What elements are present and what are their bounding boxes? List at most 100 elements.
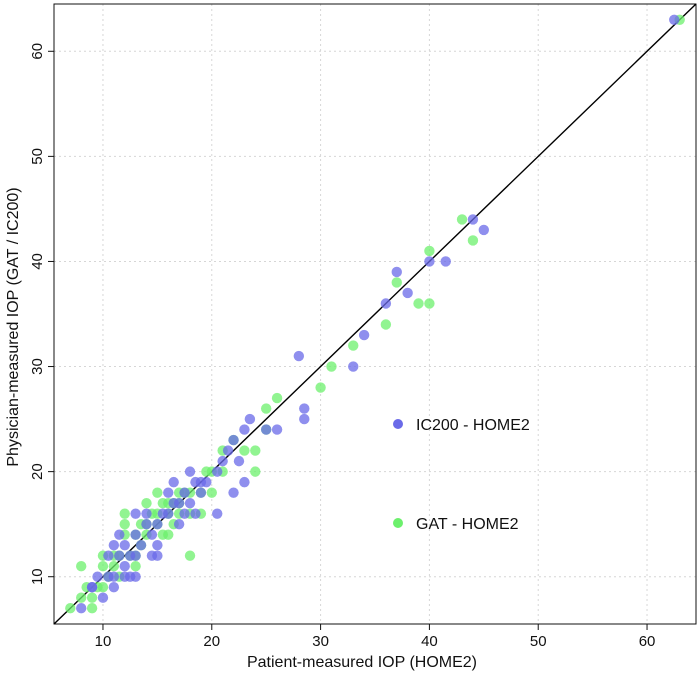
point-gat	[391, 277, 402, 288]
ticks-layer: 10 20 30 40 50 60 10 20 30 40 50 60	[29, 43, 655, 650]
point-gat	[206, 487, 217, 498]
point-gat	[413, 298, 424, 309]
point-ic200	[130, 550, 141, 561]
point-ic200	[152, 539, 163, 551]
point-ic200	[271, 424, 283, 435]
point-gat	[315, 382, 326, 393]
y-tick-label: 30	[29, 358, 46, 375]
legend-label-ic200: IC200 - HOME2	[416, 417, 530, 434]
point-gat	[424, 245, 435, 257]
point-ic200	[179, 508, 190, 519]
point-ic200	[244, 413, 256, 425]
point-gat	[184, 550, 196, 561]
point-gat	[76, 592, 87, 603]
point-ic200	[114, 550, 125, 561]
point-ic200	[195, 487, 207, 498]
point-gat	[250, 445, 261, 456]
y-tick-label: 20	[29, 463, 46, 480]
y-tick-label: 60	[29, 43, 46, 60]
point-ic200	[402, 287, 413, 299]
point-ic200	[478, 224, 490, 236]
y-tick-label: 40	[29, 253, 46, 270]
point-gat	[260, 403, 272, 414]
legend-label-gat: GAT - HOME2	[416, 516, 519, 533]
legend: IC200 - HOME2 GAT - HOME2	[393, 417, 530, 533]
point-ic200	[380, 298, 392, 309]
point-ic200	[467, 214, 479, 225]
point-ic200	[141, 518, 152, 530]
x-tick-label: 30	[312, 633, 329, 650]
point-ic200	[141, 508, 152, 519]
y-axis-title: Physician-measured IOP (GAT / IC200)	[5, 187, 22, 466]
point-ic200	[184, 497, 196, 509]
point-ic200	[179, 487, 190, 498]
point-ic200	[212, 508, 223, 519]
point-ic200	[299, 413, 310, 425]
point-ic200	[190, 508, 201, 519]
point-ic200	[195, 476, 207, 488]
point-gat	[348, 340, 359, 351]
point-ic200	[163, 487, 174, 498]
point-ic200	[152, 518, 163, 530]
point-gat	[271, 392, 283, 404]
point-ic200	[212, 466, 223, 477]
point-gat	[119, 518, 130, 530]
grid-layer	[54, 4, 696, 624]
point-gat	[424, 298, 435, 309]
point-gat	[86, 603, 98, 614]
point-ic200	[358, 329, 370, 341]
point-ic200	[239, 476, 250, 488]
point-ic200	[348, 361, 359, 372]
y-tick-label: 50	[29, 148, 46, 165]
point-ic200	[114, 529, 125, 540]
point-ic200	[76, 603, 87, 614]
y-tick-label: 10	[29, 568, 46, 585]
point-ic200	[669, 14, 680, 25]
point-ic200	[173, 518, 185, 530]
point-ic200	[222, 445, 234, 456]
point-gat	[119, 508, 130, 519]
x-tick-label: 40	[421, 633, 438, 650]
plot-frame	[53, 3, 697, 625]
legend-marker-ic200	[393, 419, 403, 429]
point-ic200	[130, 508, 141, 519]
point-ic200	[184, 466, 196, 477]
point-ic200	[299, 403, 310, 414]
point-ic200	[391, 266, 402, 278]
point-ic200	[293, 350, 305, 362]
point-ic200	[103, 571, 114, 582]
point-ic200	[103, 550, 114, 561]
point-ic200	[97, 592, 109, 603]
point-gat	[141, 497, 152, 509]
point-gat	[157, 529, 169, 540]
point-ic200	[228, 487, 239, 498]
point-gat	[326, 361, 337, 372]
point-gat	[467, 235, 479, 246]
point-ic200	[233, 455, 245, 467]
x-tick-label: 20	[203, 633, 220, 650]
point-gat	[130, 561, 141, 572]
point-ic200	[157, 508, 169, 519]
point-ic200	[119, 561, 130, 572]
point-ic200	[108, 582, 120, 593]
point-gat	[201, 466, 212, 477]
x-tick-label: 50	[530, 633, 547, 650]
point-ic200	[146, 550, 158, 561]
x-axis-title: Patient-measured IOP (HOME2)	[247, 654, 477, 671]
point-gat	[65, 603, 76, 614]
point-ic200	[440, 256, 451, 267]
point-ic200	[92, 571, 103, 582]
point-ic200	[135, 539, 147, 551]
point-ic200	[119, 539, 130, 551]
point-gat	[250, 466, 261, 477]
point-ic200	[239, 424, 250, 435]
point-gat	[97, 582, 109, 593]
point-gat	[380, 319, 392, 330]
point-gat	[108, 561, 120, 572]
point-ic200	[130, 529, 141, 540]
point-gat	[239, 445, 250, 456]
point-ic200	[108, 539, 120, 551]
x-tick-label: 10	[95, 633, 112, 650]
point-gat	[76, 561, 87, 572]
